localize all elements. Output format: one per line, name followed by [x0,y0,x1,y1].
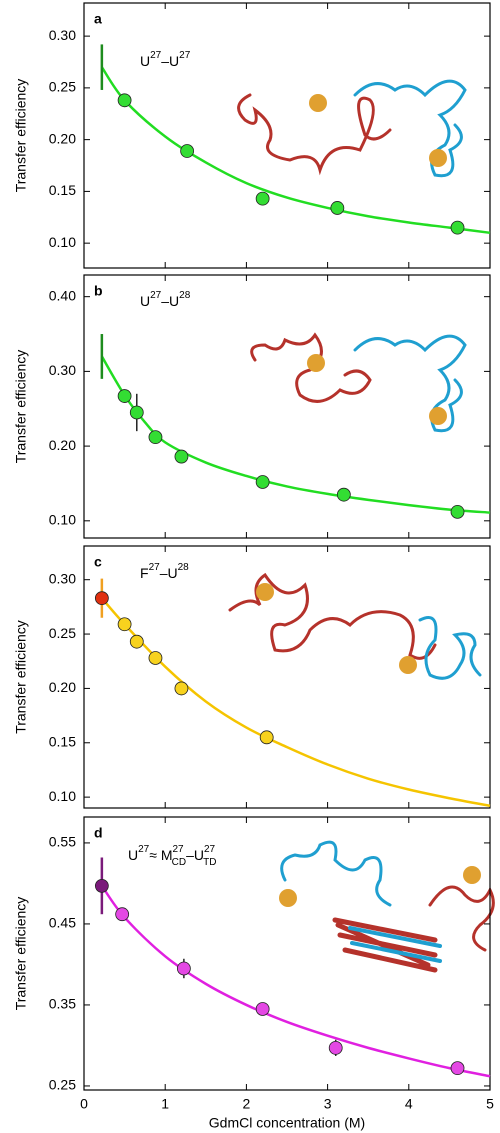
annotation: U27–U27 [140,50,191,69]
y-axis-title: Transfer efficiency [13,350,29,464]
extrapolated-point [94,591,109,606]
data-point [330,201,345,215]
y-tick-label: 0.25 [49,625,76,641]
y-tick-label: 0.10 [49,234,76,250]
annotation-part: –U [186,847,204,863]
annotation-part: ≈ M [149,847,172,863]
extrapolated-point [94,878,109,893]
annotation-sup: 28 [178,562,190,573]
annotation-part: F [140,565,149,581]
annotation-sup: 27 [138,844,150,855]
panel-label: c [94,554,102,570]
plot-frame [83,2,491,269]
data-point [255,475,270,489]
panel-label: b [94,283,103,299]
y-axis-title: Transfer efficiency [13,79,29,193]
annotation-part: –U [161,293,179,309]
x-tick-label: 1 [161,1096,169,1112]
panel-label: d [94,825,103,841]
x-axis-title: GdmCl concentration (M) [209,1115,365,1131]
x-tick-label: 4 [405,1096,413,1112]
data-point [148,651,163,665]
data-point [255,1002,270,1016]
panel-label: a [94,11,102,27]
plot-frame [83,545,491,809]
annotation-part: U [140,293,150,309]
data-point [117,93,132,108]
annotation: U27≈ M27 CD–U27 TD [128,844,216,868]
annotation-part: –U [161,53,179,69]
y-tick-label: 0.15 [49,733,76,749]
y-tick-label: 0.30 [49,362,76,378]
y-axis-title: Transfer efficiency [13,897,29,1011]
fit-line [100,597,491,808]
data-point [174,681,189,696]
annotation-sup: 27 [204,844,216,855]
plot-frame [83,816,491,1091]
annotation-sub: TD [203,857,216,868]
data-point [450,1061,465,1076]
y-tick-label: 0.30 [49,570,76,586]
y-tick-label: 0.10 [49,512,76,528]
data-point [117,617,132,632]
data-point [174,449,189,464]
annotation-sup: 27 [179,50,191,61]
data-point [176,961,191,976]
fit-line [100,66,491,235]
data-point [336,487,351,502]
annotation-sub: CD [172,857,186,868]
y-tick-label: 0.15 [49,182,76,198]
data-point [129,634,144,649]
data-point [129,405,144,420]
protein-d [279,840,495,973]
data-point [450,504,465,519]
data-point [180,144,195,158]
y-tick-label: 0.20 [49,437,76,453]
y-tick-label: 0.25 [49,79,76,95]
annotation-sup: 27 [150,290,162,301]
protein-c [228,572,482,680]
data-point [255,191,270,206]
annotation: U27–U28 [140,290,191,309]
annotation-part: U [128,847,138,863]
x-tick-label: 0 [80,1096,88,1112]
data-point [148,430,163,445]
annotation-sup: 27 [150,50,162,61]
y-tick-label: 0.10 [49,788,76,804]
data-point [115,907,130,922]
data-point [328,1040,343,1055]
x-tick-label: 3 [324,1096,332,1112]
annotation-sup: 27 [173,844,185,855]
y-tick-label: 0.55 [49,834,76,850]
y-tick-label: 0.20 [49,130,76,146]
x-tick-label: 5 [486,1096,494,1112]
fit-line [100,885,491,1078]
data-point [450,220,465,235]
y-axis-title: Transfer efficiency [13,620,29,734]
protein-a [237,79,467,178]
y-tick-label: 0.25 [49,1077,76,1093]
x-tick-label: 2 [243,1096,251,1112]
annotation-sup: 28 [179,290,191,301]
annotation-part: U [140,53,150,69]
y-tick-label: 0.45 [49,915,76,931]
data-point [259,730,274,745]
data-point [117,389,132,403]
annotation: F27–U28 [140,562,189,581]
y-tick-label: 0.40 [49,287,76,303]
protein-b [250,332,467,433]
y-tick-label: 0.35 [49,996,76,1012]
y-tick-label: 0.30 [49,27,76,43]
y-tick-label: 0.20 [49,679,76,695]
annotation-sup: 27 [149,562,161,573]
plot-frame [83,274,491,539]
annotation-part: –U [160,565,178,581]
